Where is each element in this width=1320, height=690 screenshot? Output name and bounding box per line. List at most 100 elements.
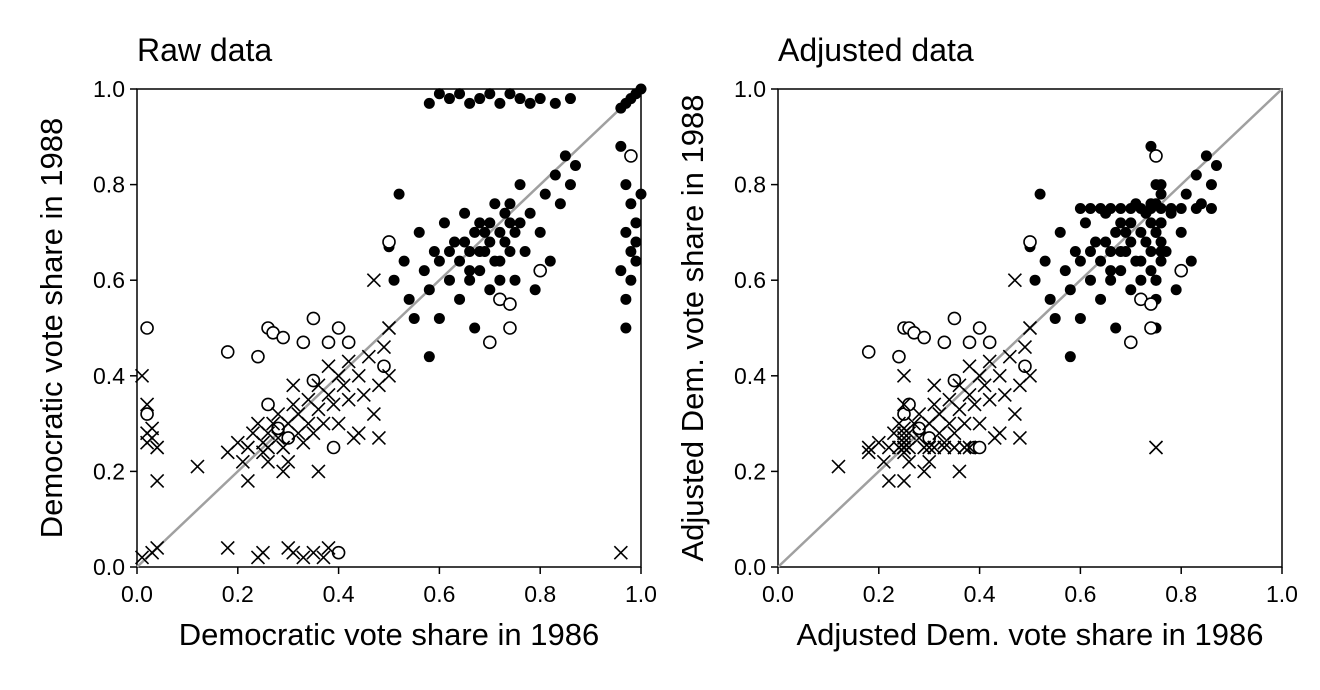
adjusted-data-filled-point — [1120, 246, 1132, 258]
raw-data-filled-point — [615, 265, 627, 277]
raw-data-cross-point — [336, 378, 351, 393]
raw-data-filled-point — [454, 293, 466, 305]
raw-data-filled-point — [504, 246, 516, 258]
adjusted-data-x-tick-label: 0.4 — [964, 581, 996, 607]
raw-data-filled-point — [418, 265, 430, 277]
raw-data-open-point — [296, 335, 311, 350]
raw-data-filled-point — [630, 236, 642, 248]
raw-data-filled-point — [630, 255, 642, 267]
raw-data-filled-point — [519, 246, 531, 258]
raw-data-open-point — [331, 321, 346, 335]
raw-data-filled-point — [433, 88, 445, 100]
raw-data-y-tick-label: 0.4 — [93, 363, 125, 389]
adjusted-data-cross-point — [901, 426, 917, 441]
raw-data-panel: Raw data 0.0 0.2 0.4 0.6 0.8 1.00.00.20.40.60… — [34, 32, 657, 652]
raw-data-x-axis-label: Democratic vote share in 1986 — [179, 617, 599, 652]
adjusted-data-filled-point — [1074, 203, 1086, 214]
raw-data-filled-point — [630, 217, 642, 229]
adjusted-data-open-point — [1174, 263, 1188, 278]
adjusted-data-cross-point — [881, 440, 896, 455]
adjusted-data-filled-point — [1165, 207, 1177, 219]
raw-data-filled-point — [625, 246, 637, 258]
adjusted-data-filled-point — [1195, 198, 1207, 210]
raw-data-filled-point — [620, 226, 632, 238]
adjusted-data-filled-point — [1155, 179, 1167, 191]
adjusted-data-cross-point — [896, 473, 912, 489]
raw-data-cross-point — [240, 473, 255, 489]
raw-data-filled-point — [474, 265, 486, 277]
raw-data-cross-point — [266, 416, 281, 431]
raw-data-filled-point — [564, 93, 576, 105]
adjusted-data-cross-point — [967, 397, 982, 412]
adjusted-data-cross-point — [962, 440, 977, 455]
raw-data-open-point — [261, 397, 275, 412]
adjusted-data-filled-point — [1084, 246, 1096, 258]
raw-data-cross-point — [366, 406, 381, 422]
raw-data-cross-point — [276, 464, 291, 479]
raw-data-cross-point — [220, 540, 235, 555]
raw-data-filled-point — [504, 88, 516, 100]
adjusted-data-cross-point — [896, 368, 912, 383]
adjusted-data-filled-point — [1084, 274, 1096, 286]
raw-data-open-point — [220, 345, 235, 359]
raw-data-open-point — [306, 311, 321, 326]
adjusted-data-filled-point — [1110, 226, 1122, 238]
adjusted-data-filled-point — [1105, 246, 1117, 258]
adjusted-data-open-point — [982, 335, 997, 350]
adjusted-data-cross-point — [972, 416, 987, 431]
raw-data-cross-point — [276, 440, 291, 455]
raw-data-filled-point — [398, 255, 410, 267]
adjusted-data-x-tick-label: 0.0 — [762, 581, 794, 607]
raw-data-filled-point — [423, 351, 435, 363]
adjusted-data-open-point — [1149, 149, 1163, 163]
adjusted-data-filled-point — [1110, 322, 1122, 334]
raw-data-filled-point — [625, 198, 637, 210]
raw-data-filled-point — [549, 169, 561, 181]
raw-data-cross-point — [240, 440, 255, 455]
adjusted-data-ticks: 0.0 0.2 0.4 0.6 0.8 1.0 0.0 0.2 0.4 0.6 0.8 1.0 — [734, 76, 1298, 607]
raw-data-cross-point — [341, 354, 356, 369]
raw-data-filled-point — [403, 293, 415, 305]
raw-data-filled-point — [454, 88, 466, 100]
raw-data-filled-point — [620, 293, 632, 305]
raw-data-x-tick-label: 0.2 — [222, 581, 254, 607]
raw-data-filled-point — [620, 179, 632, 191]
raw-data-filled-point — [393, 188, 405, 200]
adjusted-data-cross-point — [997, 387, 1012, 402]
adjusted-data-y-tick-label: 0.2 — [734, 458, 766, 484]
raw-data-filled-point — [635, 188, 647, 200]
raw-data-filled-point — [433, 255, 445, 267]
raw-data-cross-point — [260, 426, 276, 441]
raw-data-filled-point — [484, 284, 496, 296]
adjusted-data-filled-point — [1074, 255, 1086, 267]
adjusted-data-cross-point — [871, 435, 886, 450]
adjusted-data-cross-point — [962, 387, 977, 402]
raw-data-filled-point — [615, 140, 627, 152]
raw-data-filled-point — [428, 246, 440, 258]
adjusted-data-filled-point — [1190, 169, 1202, 181]
adjusted-data-filled-point — [1155, 236, 1167, 248]
raw-data-filled-point — [423, 97, 435, 109]
raw-data-cross-point — [321, 540, 336, 555]
adjusted-data-cross-point — [1002, 349, 1017, 364]
adjusted-data-filled-point — [1140, 236, 1152, 248]
adjusted-data-filled-point — [1135, 226, 1147, 238]
raw-data-filled-point — [388, 274, 400, 286]
adjusted-data-filled-point — [1100, 236, 1112, 248]
adjusted-data-cross-point — [1017, 340, 1033, 355]
adjusted-data-filled-point — [1155, 255, 1167, 267]
adjusted-data-filled-point — [1185, 255, 1197, 267]
adjusted-data-filled-point — [1084, 203, 1096, 214]
adjusted-data-cross-point — [982, 354, 997, 369]
adjusted-data-filled-point — [1105, 265, 1117, 277]
raw-data-cross-point — [296, 550, 311, 565]
raw-data-cross-point — [331, 416, 346, 431]
adjusted-data-filled-point — [1074, 312, 1086, 324]
adjusted-data-filled-point — [1175, 203, 1187, 214]
raw-data-filled-point — [413, 226, 425, 238]
raw-data-filled-point — [443, 246, 455, 258]
adjusted-data-filled-point — [1180, 188, 1192, 200]
raw-data-filled-point — [559, 150, 571, 162]
raw-data-cross-point — [235, 454, 250, 469]
